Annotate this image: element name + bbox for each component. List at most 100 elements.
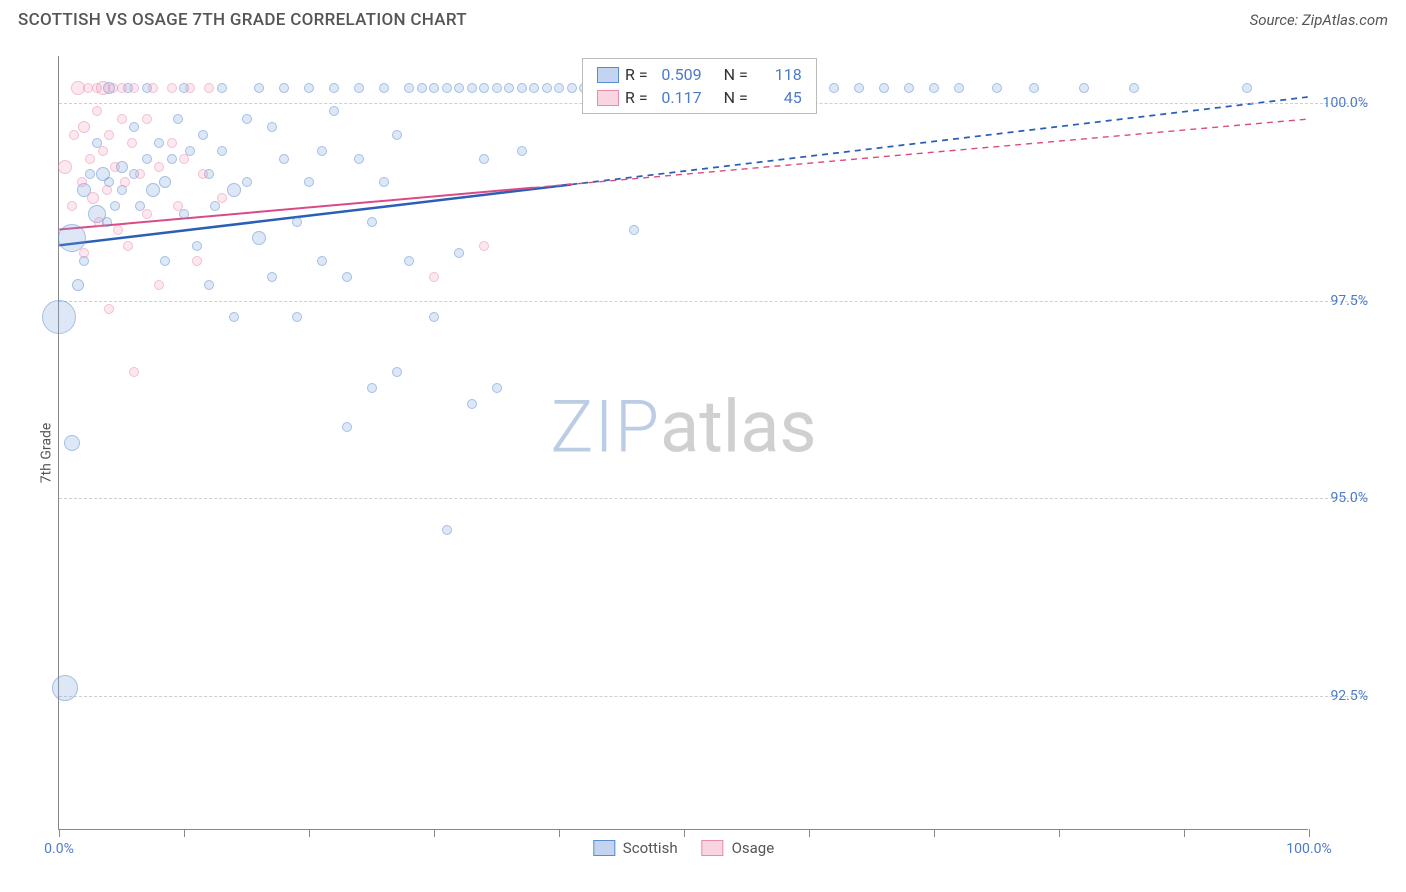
data-point[interactable] (148, 83, 158, 93)
data-point[interactable] (113, 225, 123, 235)
data-point[interactable] (217, 193, 227, 203)
data-point[interactable] (129, 367, 139, 377)
data-point[interactable] (429, 83, 439, 93)
data-point[interactable] (442, 83, 452, 93)
data-point[interactable] (42, 300, 76, 334)
data-point[interactable] (429, 272, 439, 282)
data-point[interactable] (120, 177, 130, 187)
data-point[interactable] (72, 279, 84, 291)
data-point[interactable] (204, 83, 214, 93)
data-point[interactable] (58, 224, 86, 252)
data-point[interactable] (117, 83, 127, 93)
data-point[interactable] (135, 169, 145, 179)
data-point[interactable] (179, 154, 189, 164)
data-point[interactable] (304, 83, 314, 93)
data-point[interactable] (254, 83, 264, 93)
data-point[interactable] (67, 201, 77, 211)
data-point[interactable] (142, 209, 152, 219)
data-point[interactable] (78, 121, 90, 133)
data-point[interactable] (227, 183, 241, 197)
data-point[interactable] (992, 83, 1002, 93)
data-point[interactable] (392, 130, 402, 140)
data-point[interactable] (292, 312, 302, 322)
data-point[interactable] (904, 83, 914, 93)
data-point[interactable] (102, 185, 112, 195)
data-point[interactable] (167, 154, 177, 164)
data-point[interactable] (342, 272, 352, 282)
data-point[interactable] (367, 383, 377, 393)
data-point[interactable] (77, 177, 87, 187)
data-point[interactable] (417, 83, 427, 93)
data-point[interactable] (123, 241, 133, 251)
data-point[interactable] (198, 169, 208, 179)
data-point[interactable] (167, 83, 177, 93)
data-point[interactable] (479, 154, 489, 164)
data-point[interactable] (160, 256, 170, 266)
data-point[interactable] (479, 241, 489, 251)
data-point[interactable] (367, 217, 377, 227)
data-point[interactable] (242, 114, 252, 124)
data-point[interactable] (829, 83, 839, 93)
data-point[interactable] (454, 248, 464, 258)
data-point[interactable] (173, 201, 183, 211)
data-point[interactable] (64, 435, 80, 451)
data-point[interactable] (129, 83, 139, 93)
data-point[interactable] (85, 169, 95, 179)
data-point[interactable] (192, 256, 202, 266)
data-point[interactable] (1242, 83, 1252, 93)
data-point[interactable] (267, 122, 277, 132)
data-point[interactable] (146, 183, 160, 197)
data-point[interactable] (58, 160, 72, 174)
data-point[interactable] (92, 106, 102, 116)
data-point[interactable] (142, 154, 152, 164)
data-point[interactable] (467, 399, 477, 409)
data-point[interactable] (479, 83, 489, 93)
data-point[interactable] (442, 525, 452, 535)
data-point[interactable] (154, 280, 164, 290)
data-point[interactable] (629, 225, 639, 235)
data-point[interactable] (267, 272, 277, 282)
data-point[interactable] (217, 146, 227, 156)
data-point[interactable] (329, 83, 339, 93)
data-point[interactable] (517, 146, 527, 156)
data-point[interactable] (185, 83, 195, 93)
data-point[interactable] (292, 217, 302, 227)
data-point[interactable] (104, 130, 114, 140)
data-point[interactable] (404, 83, 414, 93)
data-point[interactable] (304, 177, 314, 187)
data-point[interactable] (954, 83, 964, 93)
data-point[interactable] (94, 217, 104, 227)
data-point[interactable] (1029, 83, 1039, 93)
data-point[interactable] (529, 83, 539, 93)
data-point[interactable] (1129, 83, 1139, 93)
data-point[interactable] (110, 201, 120, 211)
data-point[interactable] (354, 154, 364, 164)
data-point[interactable] (567, 83, 577, 93)
data-point[interactable] (379, 177, 389, 187)
data-point[interactable] (542, 83, 552, 93)
data-point[interactable] (127, 138, 137, 148)
data-point[interactable] (159, 176, 171, 188)
data-point[interactable] (142, 114, 152, 124)
data-point[interactable] (929, 83, 939, 93)
data-point[interactable] (129, 122, 139, 132)
data-point[interactable] (79, 248, 89, 258)
data-point[interactable] (879, 83, 889, 93)
data-point[interactable] (204, 280, 214, 290)
data-point[interactable] (252, 231, 266, 245)
data-point[interactable] (317, 256, 327, 266)
data-point[interactable] (404, 256, 414, 266)
data-point[interactable] (554, 83, 564, 93)
data-point[interactable] (454, 83, 464, 93)
data-point[interactable] (154, 138, 164, 148)
data-point[interactable] (167, 138, 177, 148)
data-point[interactable] (517, 83, 527, 93)
data-point[interactable] (98, 146, 108, 156)
data-point[interactable] (467, 83, 477, 93)
data-point[interactable] (492, 383, 502, 393)
data-point[interactable] (492, 83, 502, 93)
data-point[interactable] (317, 146, 327, 156)
data-point[interactable] (392, 367, 402, 377)
data-point[interactable] (87, 192, 99, 204)
data-point[interactable] (854, 83, 864, 93)
